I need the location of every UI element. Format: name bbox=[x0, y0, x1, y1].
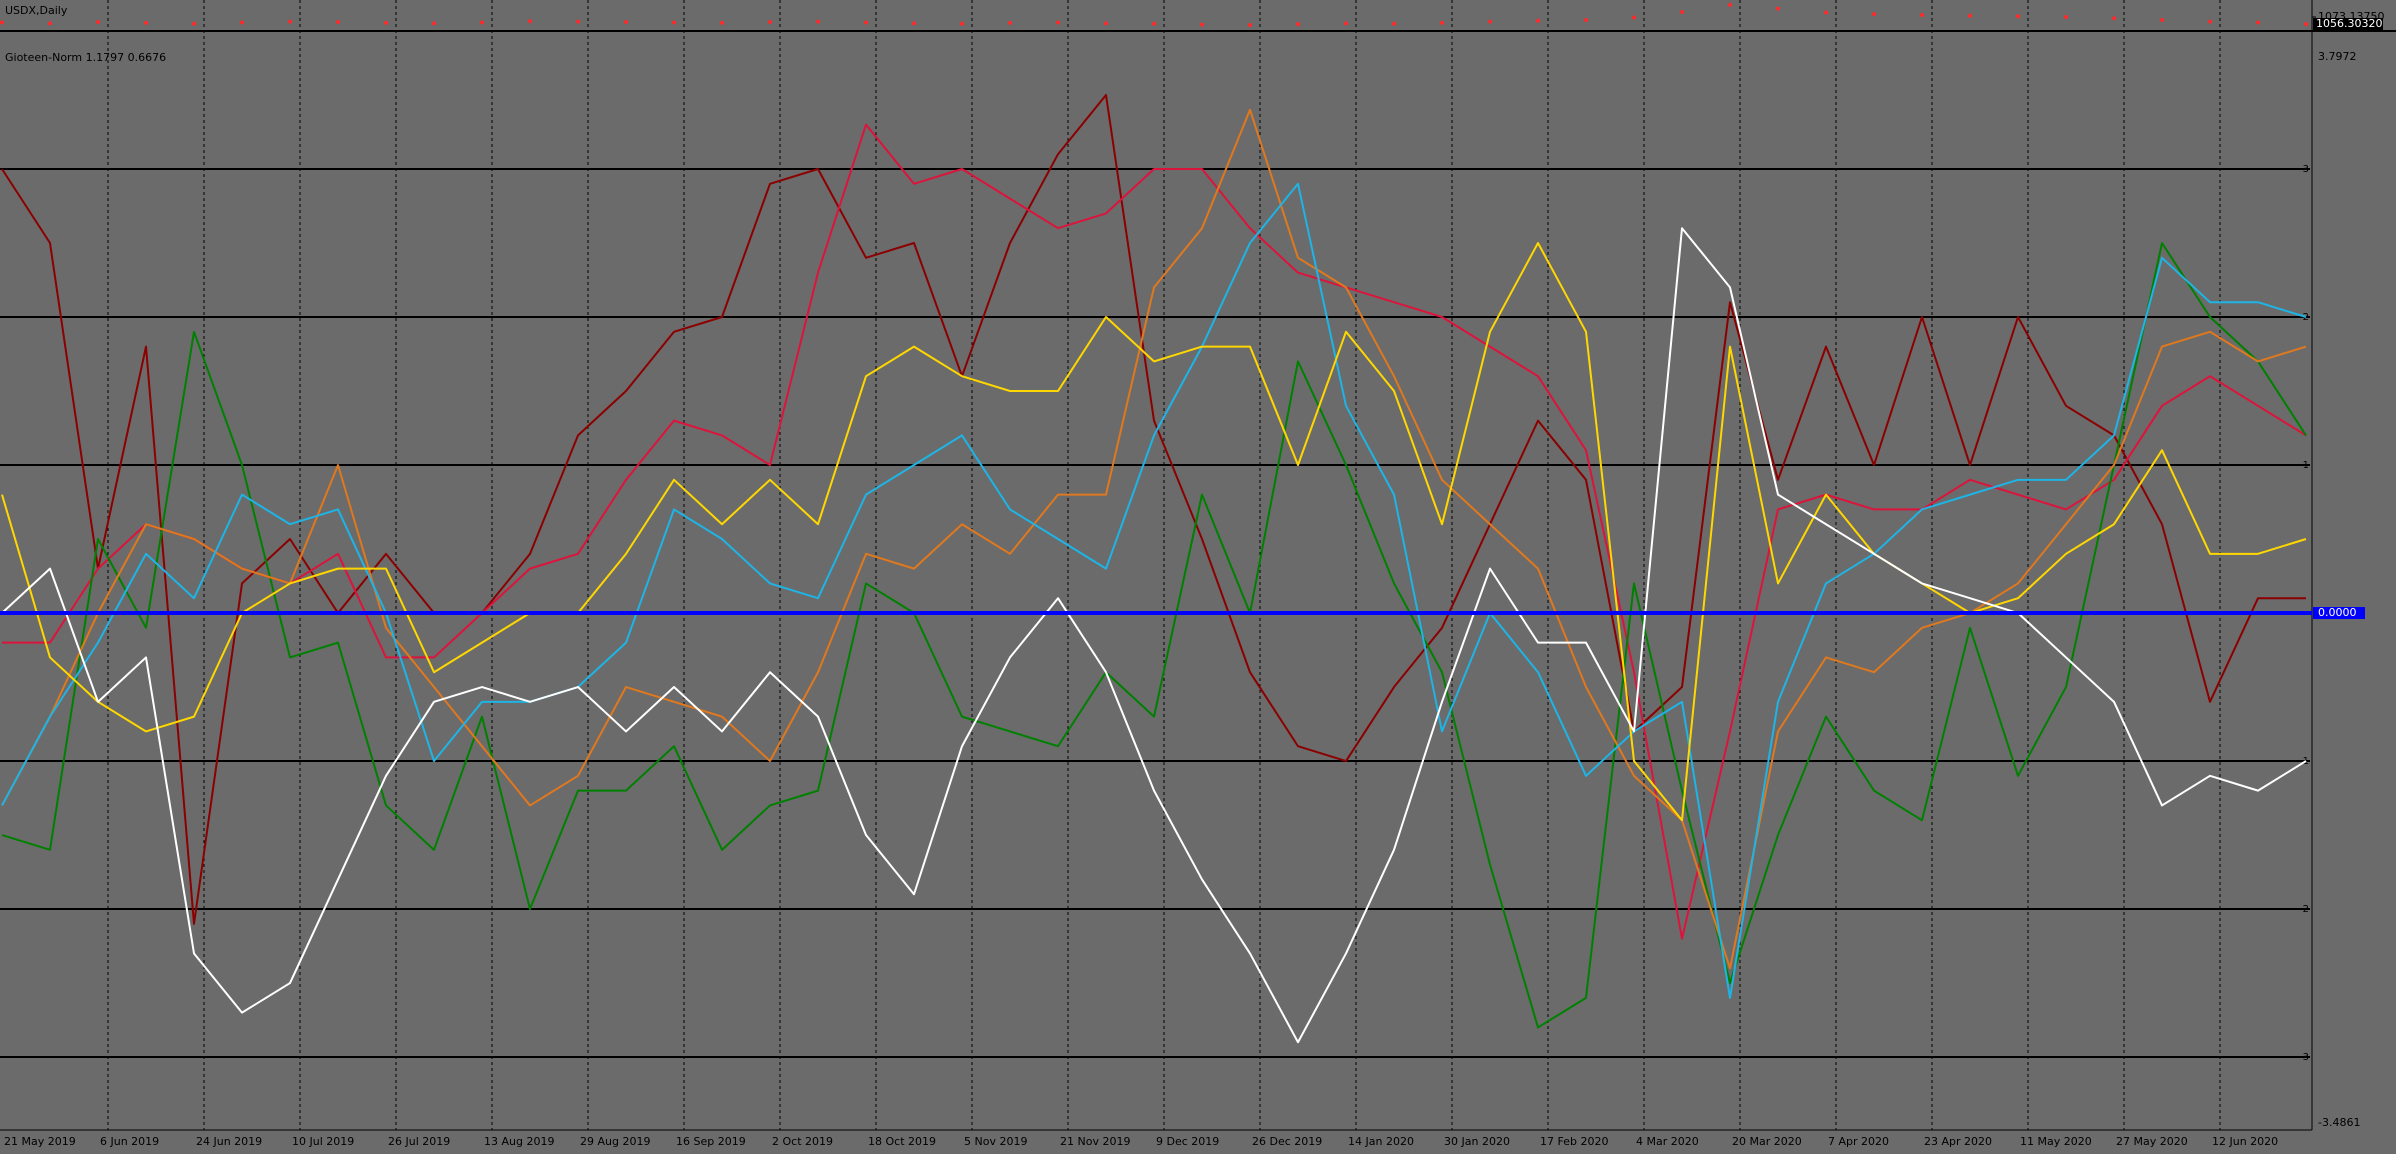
price-dot bbox=[576, 19, 580, 24]
price-dot bbox=[1104, 21, 1108, 26]
x-tick-label: 26 Jul 2019 bbox=[388, 1135, 450, 1148]
last-price-label: 1056.30320 bbox=[2316, 17, 2382, 30]
price-dot bbox=[864, 20, 868, 25]
price-dot bbox=[384, 20, 388, 25]
x-tick-label: 4 Mar 2020 bbox=[1636, 1135, 1699, 1148]
price-dot bbox=[1152, 21, 1156, 26]
price-dot bbox=[0, 20, 4, 25]
price-dot bbox=[1200, 22, 1204, 27]
panel-title: USDX,Daily bbox=[5, 4, 68, 17]
price-dot bbox=[1824, 10, 1828, 15]
x-tick-label: 12 Jun 2020 bbox=[2212, 1135, 2278, 1148]
x-tick-label: 14 Jan 2020 bbox=[1348, 1135, 1414, 1148]
price-dot bbox=[816, 19, 820, 24]
price-dot bbox=[240, 20, 244, 25]
x-tick-label: 26 Dec 2019 bbox=[1252, 1135, 1322, 1148]
x-tick-label: 21 Nov 2019 bbox=[1060, 1135, 1130, 1148]
x-tick-label: 7 Apr 2020 bbox=[1828, 1135, 1889, 1148]
x-tick-label: 27 May 2020 bbox=[2116, 1135, 2188, 1148]
price-dot bbox=[2304, 22, 2308, 27]
x-tick-label: 30 Jan 2020 bbox=[1444, 1135, 1510, 1148]
price-dot bbox=[432, 21, 436, 26]
price-dot bbox=[1008, 20, 1012, 25]
x-tick-label: 11 May 2020 bbox=[2020, 1135, 2092, 1148]
price-dot bbox=[2016, 14, 2020, 19]
price-dot bbox=[1536, 18, 1540, 23]
price-dot bbox=[2160, 17, 2164, 22]
indicator-line bbox=[1, 241, 2307, 1029]
x-tick-label: 9 Dec 2019 bbox=[1156, 1135, 1219, 1148]
price-dot bbox=[1248, 22, 1252, 27]
price-dot bbox=[48, 21, 52, 26]
price-dot bbox=[768, 20, 772, 25]
x-tick-label: 23 Apr 2020 bbox=[1924, 1135, 1992, 1148]
indicator-title: Gioteen-Norm 1.1797 0.6676 bbox=[5, 51, 166, 64]
x-tick-label: 17 Feb 2020 bbox=[1540, 1135, 1608, 1148]
price-dot bbox=[1776, 6, 1780, 11]
axis-max-label: 3.7972 bbox=[2318, 50, 2357, 63]
x-tick-label: 16 Sep 2019 bbox=[676, 1135, 746, 1148]
price-dot bbox=[336, 20, 340, 25]
price-dot bbox=[1632, 15, 1636, 20]
price-dot bbox=[1872, 12, 1876, 17]
x-tick-label: 2 Oct 2019 bbox=[772, 1135, 833, 1148]
price-dot bbox=[192, 21, 196, 26]
zero-label-box bbox=[2313, 607, 2365, 620]
x-tick-label: 6 Jun 2019 bbox=[100, 1135, 159, 1148]
x-tick-label: 24 Jun 2019 bbox=[196, 1135, 262, 1148]
price-dot bbox=[1296, 22, 1300, 27]
price-dot bbox=[96, 20, 100, 25]
axis-min-label: -3.4861 bbox=[2318, 1116, 2360, 1129]
price-dot bbox=[2208, 19, 2212, 24]
price-dot bbox=[2256, 20, 2260, 25]
price-dot bbox=[2112, 16, 2116, 21]
level-label: 1 bbox=[2303, 460, 2309, 471]
price-dot bbox=[1488, 19, 1492, 24]
indicator-line bbox=[1, 93, 2306, 925]
price-dot bbox=[912, 21, 916, 26]
x-tick-label: 21 May 2019 bbox=[4, 1135, 76, 1148]
x-tick-label: 18 Oct 2019 bbox=[868, 1135, 936, 1148]
price-dot bbox=[624, 20, 628, 25]
zero-label: 0.0000 bbox=[2318, 606, 2357, 619]
price-dot bbox=[1968, 13, 1972, 18]
price-dot bbox=[1344, 21, 1348, 26]
price-dot bbox=[480, 20, 484, 25]
price-dot bbox=[1920, 12, 1924, 17]
level-label: -3 bbox=[2299, 1052, 2309, 1063]
price-dot bbox=[1728, 2, 1732, 7]
level-label: 3 bbox=[2303, 164, 2309, 175]
price-dot bbox=[528, 19, 532, 24]
price-dot bbox=[1440, 20, 1444, 25]
price-dot bbox=[672, 20, 676, 25]
price-dot bbox=[1680, 10, 1684, 15]
x-tick-label: 20 Mar 2020 bbox=[1732, 1135, 1802, 1148]
indicator-line bbox=[1, 108, 2307, 970]
last-price-box bbox=[2313, 18, 2383, 31]
x-tick-label: 13 Aug 2019 bbox=[484, 1135, 554, 1148]
price-dot bbox=[1392, 21, 1396, 26]
x-tick-label: 5 Nov 2019 bbox=[964, 1135, 1027, 1148]
level-label: -2 bbox=[2299, 904, 2309, 915]
period-separators bbox=[107, 0, 2221, 1130]
price-dot bbox=[1056, 20, 1060, 25]
x-tick-label: 29 Aug 2019 bbox=[580, 1135, 650, 1148]
price-dot bbox=[288, 19, 292, 24]
price-dot bbox=[960, 21, 964, 26]
price-dot bbox=[720, 20, 724, 25]
price-dot bbox=[2064, 15, 2068, 20]
x-tick-label: 10 Jul 2019 bbox=[292, 1135, 354, 1148]
price-dot bbox=[144, 20, 148, 25]
price-dot bbox=[1584, 17, 1588, 22]
indicator-line bbox=[1, 227, 2307, 1044]
